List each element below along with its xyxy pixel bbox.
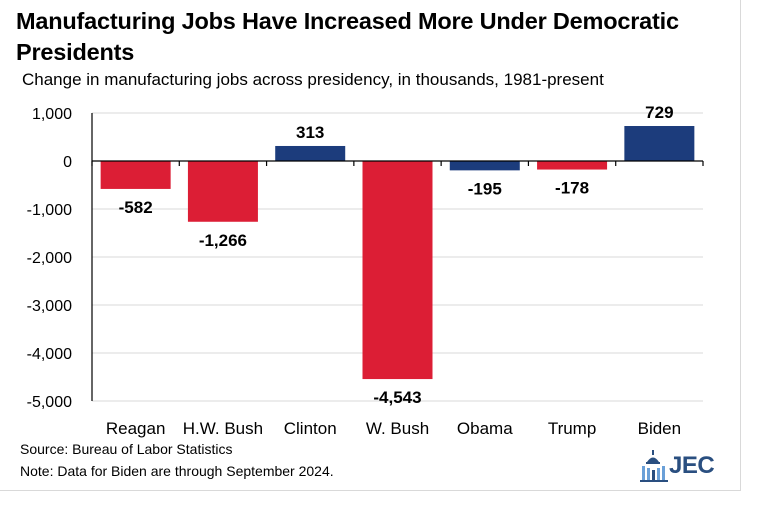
data-label: -582 [119,198,153,217]
data-label: -195 [468,179,502,198]
jec-logo: JEC [640,448,740,484]
bar [624,126,695,161]
x-tick-label: H.W. Bush [183,419,263,438]
y-tick-label: -4,000 [27,346,72,363]
capitol-icon [640,450,668,482]
x-tick-label: W. Bush [366,419,429,438]
data-label: -178 [555,179,589,198]
bar [449,161,520,171]
data-note: Note: Data for Biden are through Septemb… [20,463,334,479]
chart-title: Manufacturing Jobs Have Increased More U… [16,8,679,65]
y-tick-label: -5,000 [27,394,72,411]
data-label: 729 [645,103,673,122]
logo-text: JEC [669,452,715,479]
x-tick-label: Obama [457,419,513,438]
bar [362,161,433,380]
data-label: 313 [296,123,324,142]
y-tick-label: 1,000 [32,106,72,123]
chart-frame [0,0,741,491]
y-tick-label: -1,000 [27,202,72,219]
y-tick-label: -2,000 [27,250,72,267]
bar [275,145,346,161]
source-note: Source: Bureau of Labor Statistics [20,441,233,457]
x-tick-label: Biden [638,419,681,438]
bar [187,161,258,222]
data-label: -1,266 [199,231,247,250]
x-tick-label: Trump [548,419,597,438]
data-label: -4,543 [373,388,421,407]
bar [100,161,171,189]
bar [537,161,608,170]
y-tick-label: 0 [63,154,72,171]
x-tick-label: Clinton [284,419,337,438]
y-tick-label: -3,000 [27,298,72,315]
x-tick-label: Reagan [106,419,166,438]
chart-subtitle: Change in manufacturing jobs across pres… [22,70,604,89]
